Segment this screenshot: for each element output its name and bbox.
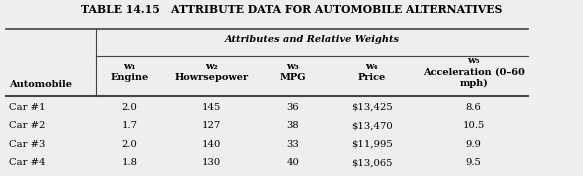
Text: 2.0: 2.0	[122, 140, 138, 149]
Text: 145: 145	[202, 103, 221, 112]
Text: $13,065: $13,065	[351, 158, 392, 167]
Text: Car #1: Car #1	[9, 103, 45, 112]
Text: $13,425: $13,425	[351, 103, 392, 112]
Text: 2.0: 2.0	[122, 103, 138, 112]
Text: Car #3: Car #3	[9, 140, 45, 149]
Text: w₃
MPG: w₃ MPG	[280, 62, 306, 82]
Text: 38: 38	[287, 121, 299, 130]
Text: 33: 33	[287, 140, 299, 149]
Text: 1.7: 1.7	[122, 121, 138, 130]
Text: TABLE 14.15   ATTRIBUTE DATA FOR AUTOMOBILE ALTERNATIVES: TABLE 14.15 ATTRIBUTE DATA FOR AUTOMOBIL…	[81, 4, 502, 15]
Text: w₁
Engine: w₁ Engine	[111, 62, 149, 82]
Text: 140: 140	[202, 140, 221, 149]
Text: 9.9: 9.9	[466, 140, 482, 149]
Text: Attributes and Relative Weights: Attributes and Relative Weights	[224, 35, 399, 44]
Text: 1.8: 1.8	[122, 158, 138, 167]
Text: 10.5: 10.5	[462, 121, 485, 130]
Text: w₅
Acceleration (0–60
mph): w₅ Acceleration (0–60 mph)	[423, 56, 525, 88]
Text: w₄
Price: w₄ Price	[357, 62, 386, 82]
Text: 40: 40	[286, 158, 300, 167]
Text: w₂
Howrsepower: w₂ Howrsepower	[174, 62, 248, 82]
Text: Car #4: Car #4	[9, 158, 45, 167]
Text: $11,995: $11,995	[351, 140, 392, 149]
Text: Automobile: Automobile	[9, 80, 72, 89]
Text: Car #2: Car #2	[9, 121, 45, 130]
Text: 8.6: 8.6	[466, 103, 482, 112]
Text: 130: 130	[202, 158, 221, 167]
Text: 9.5: 9.5	[466, 158, 482, 167]
Text: $13,470: $13,470	[351, 121, 392, 130]
Text: 127: 127	[202, 121, 221, 130]
Text: 36: 36	[287, 103, 299, 112]
